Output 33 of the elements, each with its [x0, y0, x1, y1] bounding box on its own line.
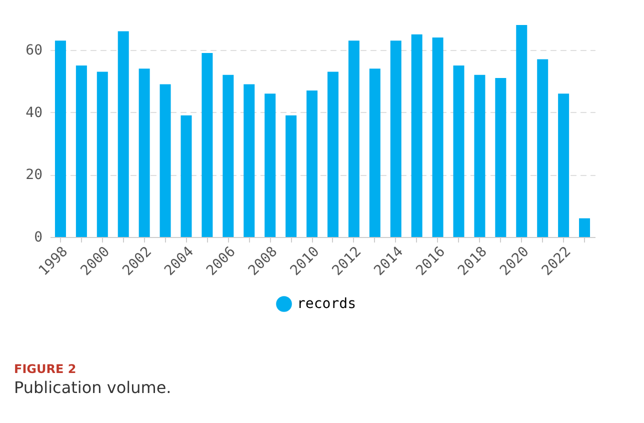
bar	[432, 37, 444, 237]
bar	[558, 94, 570, 237]
bar	[180, 115, 192, 237]
bar	[202, 53, 213, 237]
bar	[411, 34, 422, 237]
bar	[244, 84, 255, 237]
bar	[579, 218, 590, 237]
bar	[348, 40, 360, 237]
bar	[495, 78, 506, 237]
caption: FIGURE 2	[14, 362, 78, 376]
legend-label: records	[297, 296, 356, 312]
bar	[516, 25, 528, 237]
bar	[306, 90, 318, 237]
bar	[537, 59, 548, 237]
y-tick-label: 0	[34, 230, 42, 246]
bar	[369, 68, 380, 237]
bar	[96, 72, 108, 237]
y-tick-label: 20	[26, 167, 42, 184]
bar	[160, 84, 171, 237]
bar	[138, 68, 150, 237]
bar	[390, 40, 402, 237]
bar	[118, 31, 129, 237]
bar	[264, 94, 276, 237]
bar	[286, 115, 297, 237]
bar	[76, 66, 87, 237]
bar	[222, 74, 234, 237]
text: Publication volume.	[14, 378, 172, 397]
bar	[453, 66, 464, 237]
bar	[327, 72, 338, 237]
bar	[474, 74, 486, 237]
y-tick-label: 60	[26, 42, 42, 58]
bar	[54, 40, 66, 237]
y-tick-label: 40	[26, 104, 42, 121]
